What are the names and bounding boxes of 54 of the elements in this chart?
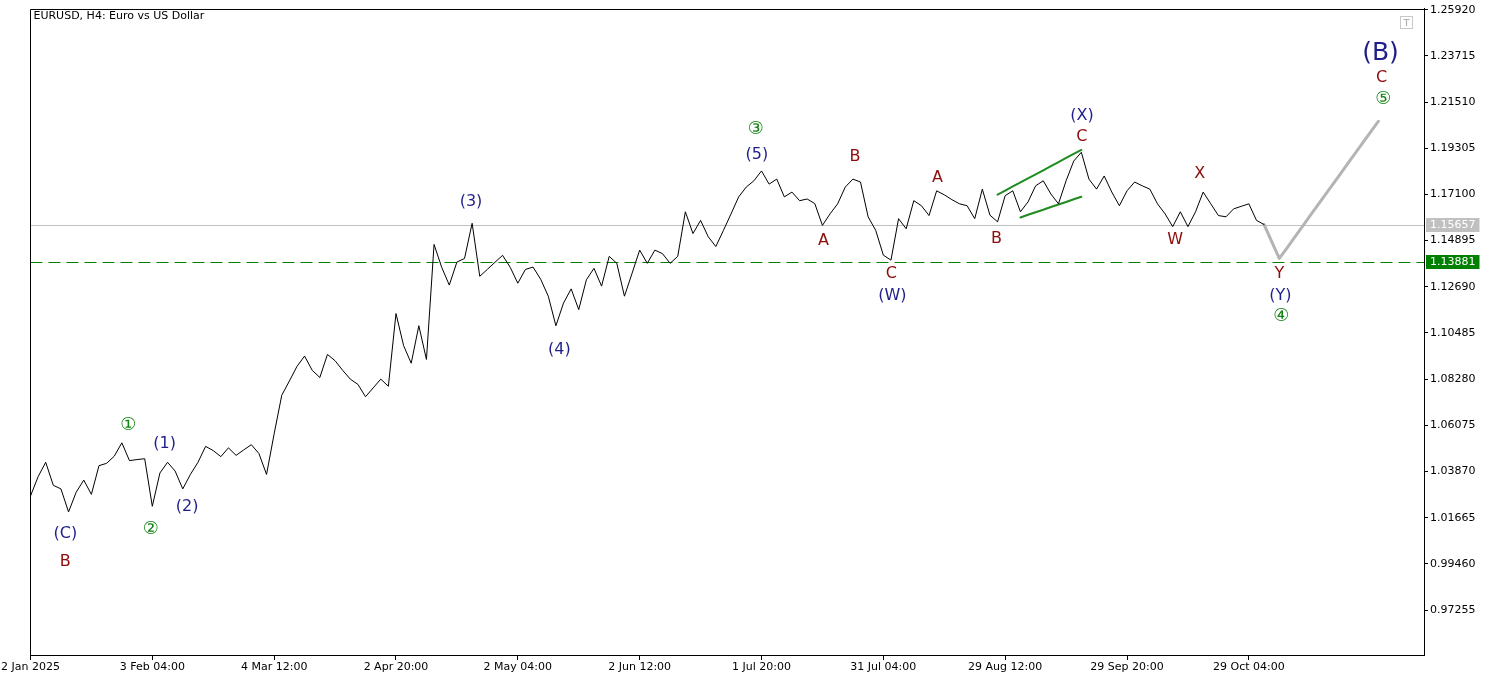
x-tick-label: 3 Feb 04:00 xyxy=(119,660,185,674)
y-tick-label: 1.25920 xyxy=(1430,2,1476,16)
annotation: W xyxy=(1167,228,1184,248)
y-tick-label: 1.19305 xyxy=(1430,141,1476,155)
x-tick-label: 29 Aug 12:00 xyxy=(968,660,1043,674)
y-tick-label: 1.17100 xyxy=(1430,187,1476,201)
chart-title: EURUSD, H4: Euro vs US Dollar xyxy=(33,9,205,23)
annotation: C xyxy=(1375,67,1388,87)
annotation: (W) xyxy=(878,285,907,305)
annotation: Y xyxy=(1273,263,1285,283)
annotation: (5) xyxy=(745,144,769,164)
ref-line-label: 1.13881 xyxy=(1430,254,1476,268)
annotation: (4) xyxy=(548,338,571,358)
y-tick-label: 1.23715 xyxy=(1430,48,1476,62)
y-tick-label: 1.12690 xyxy=(1430,279,1476,293)
y-tick-label: 1.10485 xyxy=(1430,325,1476,339)
x-tick-label: 4 Mar 12:00 xyxy=(240,660,308,674)
annotation: (B) xyxy=(1362,36,1399,66)
y-tick-label: 0.99460 xyxy=(1430,556,1476,570)
annotation: (2) xyxy=(175,496,199,516)
x-tick-label: 29 Sep 20:00 xyxy=(1090,660,1164,674)
ref-line-label: 1.15657 xyxy=(1430,217,1476,231)
annotation: (X) xyxy=(1070,104,1094,124)
annotation: (C) xyxy=(53,523,78,543)
annotation: C xyxy=(885,263,897,283)
annotation: A xyxy=(932,167,944,187)
annotation: X xyxy=(1194,163,1206,183)
annotation: B xyxy=(990,227,1002,247)
annotation: (3) xyxy=(459,191,483,211)
y-tick-label: 1.08280 xyxy=(1430,372,1476,385)
annotation: ④ xyxy=(1273,303,1290,325)
x-tick-label: 2 Apr 20:00 xyxy=(363,660,429,674)
annotation: B xyxy=(849,146,861,166)
x-tick-label: 31 Jul 04:00 xyxy=(850,660,917,674)
annotation: (1) xyxy=(153,432,176,452)
x-tick-label: 29 Oct 04:00 xyxy=(1213,660,1285,674)
x-tick-label: 1 Jul 20:00 xyxy=(732,660,791,674)
y-tick-label: 1.14895 xyxy=(1430,233,1476,247)
annotation: ③ xyxy=(747,117,764,139)
y-tick-label: 1.21510 xyxy=(1430,94,1476,108)
x-tick-label: 2 May 04:00 xyxy=(483,660,553,674)
x-tick-label: 2 Jan 2025 xyxy=(0,660,60,674)
y-tick-label: 0.97255 xyxy=(1430,602,1476,616)
annotation: (Y) xyxy=(1269,285,1292,305)
y-tick-label: 1.01665 xyxy=(1430,510,1476,524)
annotation: ① xyxy=(120,412,137,434)
y-tick-label: 1.06075 xyxy=(1430,418,1476,432)
annotation: A xyxy=(818,229,830,249)
x-tick-label: 2 Jun 12:00 xyxy=(608,660,672,674)
y-tick-label: 1.03870 xyxy=(1430,464,1476,478)
annotation: B xyxy=(59,550,71,570)
annotation: ⑤ xyxy=(1375,87,1392,109)
annotation: C xyxy=(1076,125,1088,145)
annotation: ② xyxy=(142,516,159,538)
